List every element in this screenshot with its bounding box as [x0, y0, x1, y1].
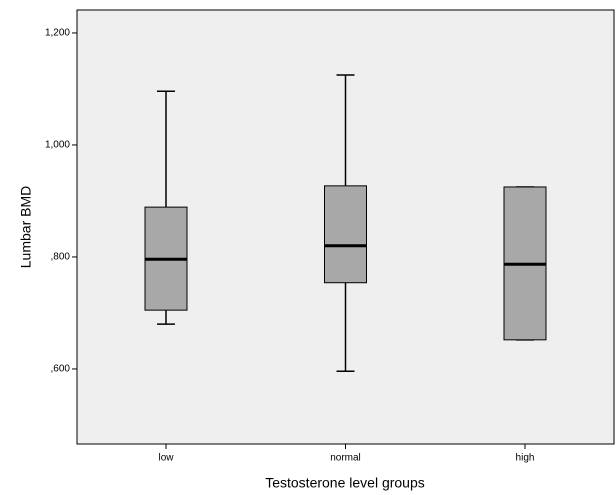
y-tick-label: ,600 [51, 364, 71, 375]
box [324, 185, 367, 284]
x-tick-label: low [158, 453, 174, 464]
x-tick-label: high [516, 453, 535, 464]
y-tick-label: 1,000 [45, 140, 70, 151]
y-axis-title: Lumbar BMD [18, 186, 34, 268]
x-tick-label: normal [330, 453, 361, 464]
y-tick-label: ,800 [51, 252, 71, 263]
x-axis-title: Testosterone level groups [265, 475, 425, 491]
y-tick-label: 1,200 [45, 28, 70, 39]
